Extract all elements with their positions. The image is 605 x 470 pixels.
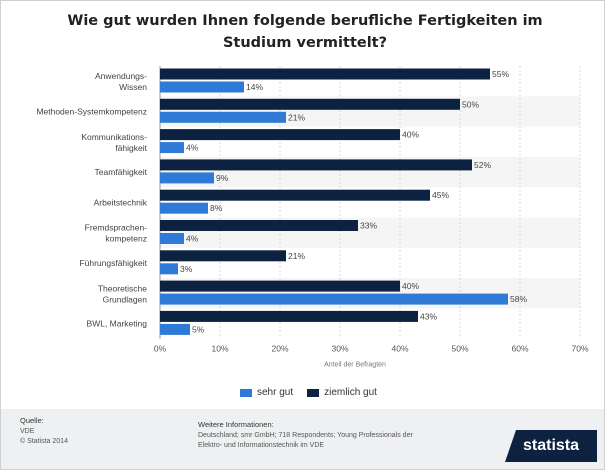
data-label-ziemlich-gut: 21% <box>288 251 305 261</box>
data-label-ziemlich-gut: 43% <box>420 311 437 321</box>
bar-sehr-gut <box>160 172 214 184</box>
category-label: Methoden-Systemkompetenz <box>36 106 147 116</box>
bar-ziemlich-gut <box>160 129 400 141</box>
data-label-ziemlich-gut: 40% <box>402 130 419 140</box>
data-label-ziemlich-gut: 33% <box>360 221 377 231</box>
legend: sehr gut ziemlich gut <box>240 387 377 398</box>
category-label: kompetenz <box>105 234 147 244</box>
category-label: Wissen <box>119 82 147 92</box>
bar-sehr-gut <box>160 142 184 154</box>
chart-title: Wie gut wurden Ihnen folgende berufliche… <box>67 13 543 51</box>
bar-sehr-gut <box>160 233 184 244</box>
category-label: Fremdsprachen- <box>85 223 148 233</box>
bar-sehr-gut <box>160 81 244 93</box>
x-tick-label: 50% <box>451 344 468 354</box>
x-tick-label: 70% <box>571 344 588 354</box>
source-heading: Quelle: <box>20 416 44 425</box>
category-label: Kommunikations- <box>81 132 147 142</box>
x-tick-label: 0% <box>154 344 167 354</box>
x-tick-label: 30% <box>331 344 348 354</box>
data-label-sehr-gut: 3% <box>180 264 193 274</box>
legend-swatch-ziemlich-gut <box>307 388 320 397</box>
bar-ziemlich-gut <box>160 68 490 80</box>
data-label-sehr-gut: 58% <box>510 294 527 304</box>
x-tick-label: 40% <box>391 344 408 354</box>
bar-ziemlich-gut <box>160 189 430 201</box>
category-label: Teamfähigkeit <box>95 167 148 177</box>
data-label-ziemlich-gut: 52% <box>474 160 491 170</box>
data-label-sehr-gut: 5% <box>192 324 205 334</box>
info-line-2: Elektro- und Informationstechnik im VDE <box>198 442 325 449</box>
bar-ziemlich-gut <box>160 220 358 231</box>
category-label: BWL, Marketing <box>87 319 148 329</box>
bar-sehr-gut <box>160 323 190 335</box>
data-label-sehr-gut: 9% <box>216 173 229 183</box>
data-label-sehr-gut: 14% <box>246 82 263 92</box>
bar-sehr-gut <box>160 263 178 275</box>
data-label-ziemlich-gut: 50% <box>462 99 479 109</box>
legend-item-sehr-gut[interactable]: sehr gut <box>240 387 293 398</box>
bar-sehr-gut <box>160 202 208 214</box>
bar-sehr-gut <box>160 111 286 123</box>
x-axis-label: Anteil der Befragten <box>324 362 386 369</box>
legend-label-sehr-gut: sehr gut <box>257 387 294 398</box>
x-tick-label: 20% <box>271 344 288 354</box>
bar-chart: 0% 10% 20% 30% 40% 50% 60% 70% Anteil der Befrag… <box>36 66 589 369</box>
bar-ziemlich-gut <box>160 280 400 292</box>
bar-sehr-gut <box>160 293 508 305</box>
data-label-sehr-gut: 4% <box>186 143 199 153</box>
category-label: Anwendungs- <box>95 71 147 81</box>
data-label-ziemlich-gut: 55% <box>492 69 509 79</box>
bar-ziemlich-gut <box>160 159 472 171</box>
data-label-ziemlich-gut: 45% <box>432 190 449 200</box>
footer <box>1 409 604 469</box>
bar-ziemlich-gut <box>160 310 418 322</box>
bar-ziemlich-gut <box>160 98 460 110</box>
statista-logo[interactable]: statista <box>505 430 597 462</box>
x-tick-label: 10% <box>211 344 228 354</box>
data-label-ziemlich-gut: 40% <box>402 281 419 291</box>
bar-ziemlich-gut <box>160 250 286 262</box>
source-line-1: VDE <box>20 428 35 435</box>
category-label: Grundlagen <box>103 294 148 304</box>
source-line-2: © Statista 2014 <box>20 438 68 445</box>
data-label-sehr-gut: 21% <box>288 112 305 122</box>
legend-item-ziemlich-gut[interactable]: ziemlich gut <box>307 387 377 398</box>
data-label-sehr-gut: 8% <box>210 203 223 213</box>
legend-label-ziemlich-gut: ziemlich gut <box>324 387 377 398</box>
category-label: Führungsfähigkeit <box>79 258 147 268</box>
legend-swatch-sehr-gut <box>240 388 252 397</box>
category-label: fähigkeit <box>115 143 147 153</box>
data-label-sehr-gut: 4% <box>186 234 199 244</box>
category-label: Arbeitstechnik <box>94 197 148 207</box>
x-tick-label: 60% <box>511 344 528 354</box>
category-label: Theoretische <box>98 283 147 293</box>
logo-text: statista <box>522 437 580 454</box>
info-line-1: Deutschland; smr GmbH; 718 Respondents; … <box>198 432 413 439</box>
info-heading: Weitere Informationen: <box>198 420 274 429</box>
